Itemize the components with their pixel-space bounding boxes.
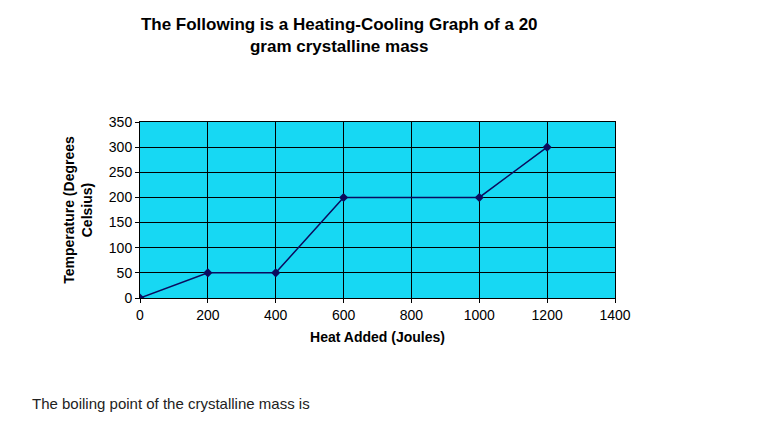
svg-text:The Following is a Heating-Coo: The Following is a Heating-Cooling Graph… (141, 15, 538, 56)
svg-text:The boiling point of the cryst: The boiling point of the crystalline mas… (32, 395, 310, 412)
svg-text:0: 0 (124, 290, 132, 306)
svg-text:Heat Added (Joules): Heat Added (Joules) (310, 329, 445, 345)
svg-text:150: 150 (109, 214, 133, 230)
svg-text:300: 300 (109, 139, 133, 155)
svg-text:800: 800 (400, 307, 424, 323)
svg-text:1200: 1200 (532, 307, 563, 323)
svg-text:600: 600 (332, 307, 356, 323)
svg-text:1400: 1400 (599, 307, 630, 323)
svg-text:100: 100 (109, 240, 133, 256)
svg-text:200: 200 (109, 189, 133, 205)
svg-text:250: 250 (109, 164, 133, 180)
svg-text:1000: 1000 (464, 307, 495, 323)
svg-text:50: 50 (117, 265, 133, 281)
svg-text:350: 350 (109, 114, 133, 130)
svg-text:200: 200 (196, 307, 220, 323)
svg-text:400: 400 (264, 307, 288, 323)
svg-text:Temperature (DegreesCelsius): Temperature (DegreesCelsius) (61, 136, 95, 284)
svg-text:0: 0 (136, 307, 144, 323)
